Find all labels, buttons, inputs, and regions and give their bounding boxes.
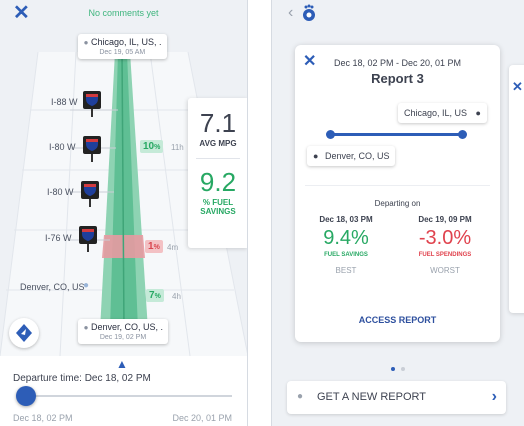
departure-panel: ▲ Departure time: Dec 18, 02 PM Dec 18, …	[0, 356, 247, 426]
compass-button[interactable]	[9, 318, 39, 348]
route-map-graphic	[0, 51, 247, 356]
pagination-dots	[390, 358, 406, 376]
destination-pin[interactable]: ● Denver, CO, US, . Dec 19, 02 PM	[78, 319, 169, 344]
best-departure: Dec 18, 03 PM 9.4% FUEL SAVINGS BEST	[301, 215, 391, 275]
close-icon[interactable]: ✕	[13, 2, 30, 24]
interstate-shield-icon	[83, 136, 101, 162]
origin-pin[interactable]: ● Chicago, IL, US, . Dec 19, 05 AM	[78, 34, 167, 59]
departure-slider-track[interactable]	[20, 395, 232, 397]
route-end-dot	[458, 130, 467, 139]
close-icon[interactable]: ✕	[303, 53, 317, 70]
fuel-savings-value: 9.2	[199, 167, 237, 197]
route-line	[121, 51, 125, 331]
page-dot[interactable]	[401, 367, 406, 371]
worst-departure: Dec 19, 09 PM -3.0% FUEL SPENDINGS WORST	[400, 215, 490, 275]
segment-time-3: 4h	[172, 292, 181, 301]
location-pin-icon: ●	[83, 280, 90, 291]
departure-time-label: Departure time: Dec 18, 02 PM	[13, 373, 151, 384]
highway-label-3: I-80 W	[47, 187, 74, 197]
comments-status[interactable]: No comments yet	[88, 8, 159, 18]
interstate-shield-icon	[83, 91, 101, 117]
departing-on-label: Departing on	[374, 199, 421, 208]
location-pin-icon: ●	[313, 151, 319, 161]
segment-time-1: 11h	[171, 143, 184, 152]
segment-time-2: 4m	[167, 243, 179, 252]
access-report-button[interactable]: ACCESS REPORT	[358, 315, 437, 325]
route-core	[110, 52, 138, 330]
chevron-up-icon[interactable]: ▲	[116, 357, 128, 371]
location-pin-icon: ●	[83, 38, 89, 47]
location-pin-icon: ●	[297, 391, 304, 402]
report-title: Report 3	[371, 71, 424, 86]
segment-savings-badge-3: 7%	[146, 289, 164, 302]
interstate-shield-icon	[79, 226, 97, 252]
get-new-report-button[interactable]: ● GET A NEW REPORT ›	[287, 381, 506, 414]
departure-slider-thumb[interactable]	[16, 386, 36, 406]
highway-label-1: I-88 W	[51, 97, 78, 107]
slider-end-label: Dec 20, 01 PM	[172, 413, 232, 423]
waypoint-label: Denver, CO, US	[20, 282, 85, 292]
route-detail-screen: ✕ No comments yet	[0, 0, 248, 426]
slider-start-label: Dec 18, 02 PM	[13, 413, 73, 423]
route-start-dot	[326, 130, 335, 139]
segment-savings-badge-2: 1%	[145, 240, 163, 253]
chevron-right-icon: ›	[491, 388, 497, 405]
report-date-range: Dec 18, 02 PM - Dec 20, 01 PM	[333, 58, 462, 68]
location-pin-icon: ●	[475, 108, 481, 118]
route-map[interactable]: ● Chicago, IL, US, . Dec 19, 05 AM I-88 W…	[0, 30, 247, 356]
interstate-shield-icon	[81, 181, 99, 207]
fuel-savings-label-2: SAVINGS	[200, 207, 236, 216]
report-route-line	[330, 133, 463, 136]
app-logo-icon[interactable]	[301, 4, 317, 22]
highway-label-4: I-76 W	[45, 233, 72, 243]
reports-screen: ‹ ✕ Dec 18, 02 PM - Dec 20, 01 PM Report…	[271, 0, 524, 426]
segment-savings-badge-1: 10%	[140, 140, 164, 153]
trip-stats-panel: 7.1 AVG MPG 9.2 % FUEL SAVINGS	[188, 98, 247, 248]
highway-label-2: I-80 W	[49, 142, 76, 152]
next-report-card-peek[interactable]: ✕	[509, 65, 524, 313]
page-dot-active[interactable]	[391, 367, 395, 371]
compass-icon	[16, 324, 32, 342]
origin-chip: ● Denver, CO, US	[307, 146, 396, 166]
best-fuel-value: 9.4%	[323, 227, 369, 249]
avg-mpg-value: 7.1	[199, 108, 237, 138]
report-card: ✕ Dec 18, 02 PM - Dec 20, 01 PM Report 3…	[295, 45, 500, 342]
fuel-savings-label-1: % FUEL	[202, 198, 234, 207]
close-icon: ✕	[512, 79, 523, 94]
destination-chip: Chicago, IL, US ●	[398, 103, 487, 123]
location-pin-icon: ●	[83, 323, 89, 332]
avg-mpg-label: AVG MPG	[199, 139, 237, 148]
back-chevron-icon[interactable]: ‹	[288, 4, 294, 21]
worst-fuel-value: -3.0%	[418, 227, 472, 249]
